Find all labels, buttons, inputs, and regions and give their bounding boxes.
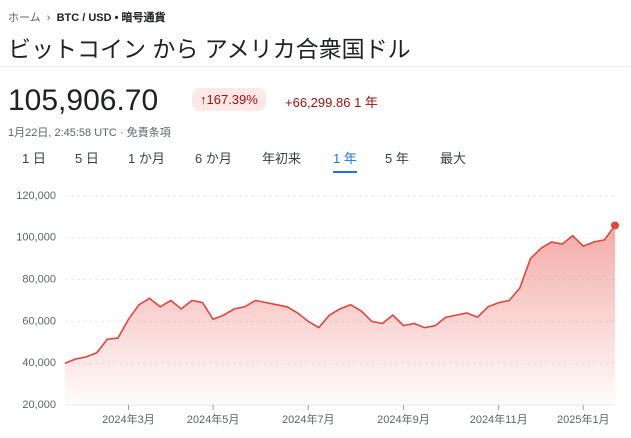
change: +66,299.86 1 年: [285, 92, 378, 111]
tab[interactable]: 年初来: [262, 151, 302, 166]
tab[interactable]: 1 日: [22, 151, 46, 166]
price-line: [64, 225, 616, 364]
y-tick-label: 100,000: [16, 232, 56, 244]
breadcrumb: ホーム › BTC / USD • 暗号通貨: [8, 12, 166, 24]
y-tick-label: 40,000: [22, 357, 56, 369]
y-tick-label: 120,000: [16, 190, 56, 202]
change-value: +66,299.86: [285, 95, 351, 110]
x-tick-label: 2024年5月: [187, 412, 240, 426]
title: ビットコイン から アメリカ合衆国ドル: [8, 36, 411, 62]
x-tick-label: 2024年3月: [102, 412, 155, 426]
last-point: [611, 221, 619, 230]
change-pill: ↑167.39%: [192, 88, 266, 111]
tab[interactable]: 6 か月: [195, 151, 232, 166]
x-tick-label: 2024年9月: [377, 412, 430, 426]
area: [65, 225, 615, 405]
change-percent: 167.39%: [206, 92, 258, 107]
tab[interactable]: 5 年: [385, 151, 409, 166]
tab[interactable]: 1 年: [333, 148, 357, 173]
tab[interactable]: 1 か月: [128, 151, 165, 166]
x-tick-label: 2024年11月: [470, 412, 528, 426]
timestamp: 1月22日, 2:45:58 UTC · 免責条項: [8, 127, 171, 139]
y-tick-label: 80,000: [22, 274, 56, 286]
tab[interactable]: 最大: [440, 151, 467, 166]
crumb-current: BTC / USD • 暗号通貨: [56, 12, 166, 24]
crumb-home[interactable]: ホーム: [8, 12, 41, 24]
change-period: 1 年: [354, 95, 378, 110]
y-tick-label: 60,000: [22, 315, 56, 327]
x-tick-label: 2025年1月: [557, 412, 610, 426]
y-tick-label: 20,000: [22, 399, 56, 411]
divider: [0, 66, 631, 67]
tab[interactable]: 5 日: [75, 151, 99, 166]
x-tick-label: 2024年7月: [282, 412, 335, 426]
chart: 20,000 40,000 60,000 80,000 100,000 120,000 20…: [16, 190, 619, 426]
price: 105,906.70: [8, 84, 159, 117]
